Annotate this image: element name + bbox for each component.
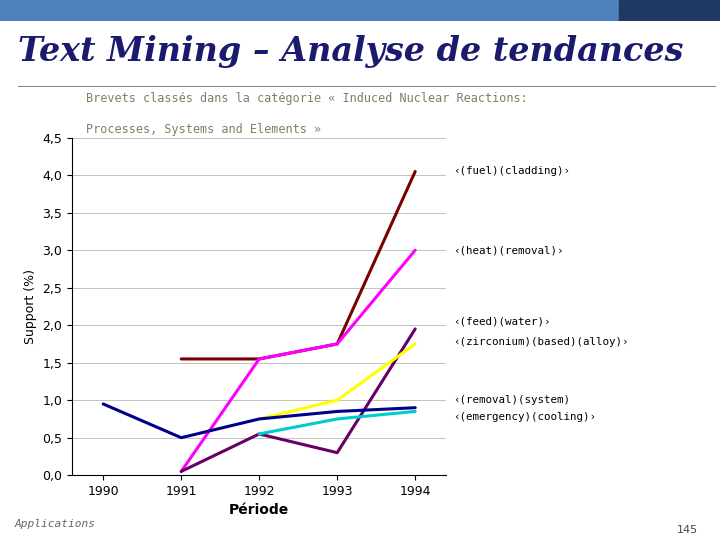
Text: ‹(fuel)(cladding)›: ‹(fuel)(cladding)› bbox=[453, 166, 570, 177]
Text: Applications: Applications bbox=[14, 519, 95, 529]
Bar bbox=[619, 0, 720, 21]
Text: Brevets classés dans la catégorie « Induced Nuclear Reactions:: Brevets classés dans la catégorie « Indu… bbox=[86, 92, 528, 105]
Text: 145: 145 bbox=[678, 525, 698, 536]
Y-axis label: Support (%): Support (%) bbox=[24, 269, 37, 344]
Text: Processes, Systems and Elements »: Processes, Systems and Elements » bbox=[86, 123, 322, 136]
Text: ‹(emergency)(cooling)›: ‹(emergency)(cooling)› bbox=[453, 411, 595, 422]
Text: Text Mining – Analyse de tendances: Text Mining – Analyse de tendances bbox=[18, 35, 683, 68]
Bar bbox=[0, 0, 619, 21]
Text: ‹(heat)(removal)›: ‹(heat)(removal)› bbox=[453, 245, 563, 255]
X-axis label: Période: Période bbox=[229, 503, 289, 517]
Text: ‹(feed)(water)›: ‹(feed)(water)› bbox=[453, 316, 550, 327]
Text: ‹(removal)(system): ‹(removal)(system) bbox=[453, 395, 570, 405]
Text: ‹(zirconium)(based)(alloy)›: ‹(zirconium)(based)(alloy)› bbox=[453, 337, 628, 347]
